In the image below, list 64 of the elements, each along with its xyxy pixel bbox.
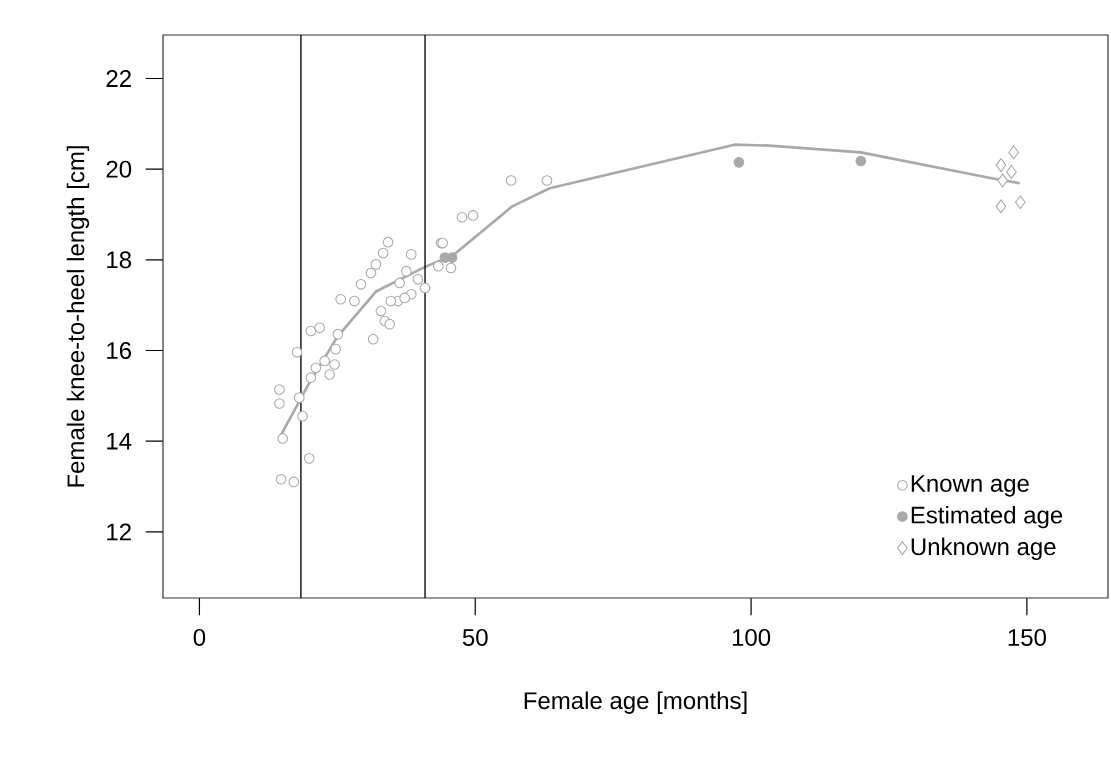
x-tick-label: 0 <box>193 628 206 646</box>
point <box>288 476 300 488</box>
point <box>297 410 308 422</box>
point <box>367 333 379 345</box>
point <box>541 175 553 186</box>
point <box>314 322 326 334</box>
y-tick-label: 20 <box>106 160 132 178</box>
point <box>293 392 305 403</box>
point <box>394 277 406 289</box>
point <box>399 292 410 304</box>
point <box>310 362 322 374</box>
point <box>997 173 1008 188</box>
legend-label: Known age <box>911 475 1029 497</box>
point <box>400 265 412 277</box>
y-tick-label: 14 <box>107 432 132 450</box>
point <box>505 175 517 186</box>
point <box>1014 195 1026 210</box>
point <box>324 369 335 380</box>
point <box>432 260 444 272</box>
point <box>384 318 396 330</box>
y-tick-label: 16 <box>107 341 132 359</box>
point <box>1006 164 1017 179</box>
legend-label: Unknown age <box>911 537 1056 560</box>
point <box>385 295 397 307</box>
x-axis-title: Female age [months] <box>524 691 747 714</box>
point <box>277 433 289 444</box>
point <box>995 158 1007 173</box>
point <box>382 236 394 248</box>
point <box>335 293 346 305</box>
point <box>445 262 457 274</box>
y-tick-label: 18 <box>107 251 132 269</box>
point <box>370 259 382 270</box>
point <box>275 473 287 485</box>
point <box>733 157 745 168</box>
point <box>365 267 377 279</box>
point <box>319 355 330 367</box>
point <box>349 295 360 307</box>
y-axis-title: Female knee-to-heel length [cm] <box>66 146 90 487</box>
point <box>355 278 367 290</box>
point <box>274 384 285 395</box>
point <box>456 211 468 223</box>
point <box>419 282 431 294</box>
point <box>329 359 340 370</box>
point <box>305 372 317 384</box>
y-tick-label: 22 <box>106 70 131 87</box>
y-tick-label: 12 <box>107 523 131 541</box>
point <box>995 199 1007 214</box>
point <box>855 155 867 167</box>
point <box>305 325 317 337</box>
x-tick-label: 100 <box>732 628 771 646</box>
point <box>291 346 303 358</box>
point <box>467 210 479 221</box>
point <box>405 249 417 260</box>
x-tick-label: 50 <box>462 628 488 646</box>
point <box>330 343 342 355</box>
point <box>377 247 389 259</box>
point <box>1008 145 1019 160</box>
legend-label: Estimated age <box>911 505 1063 529</box>
point <box>375 305 387 317</box>
point <box>332 328 344 340</box>
x-tick-label: 150 <box>1008 628 1046 646</box>
point <box>412 273 424 285</box>
point <box>303 453 315 464</box>
point <box>274 398 285 409</box>
